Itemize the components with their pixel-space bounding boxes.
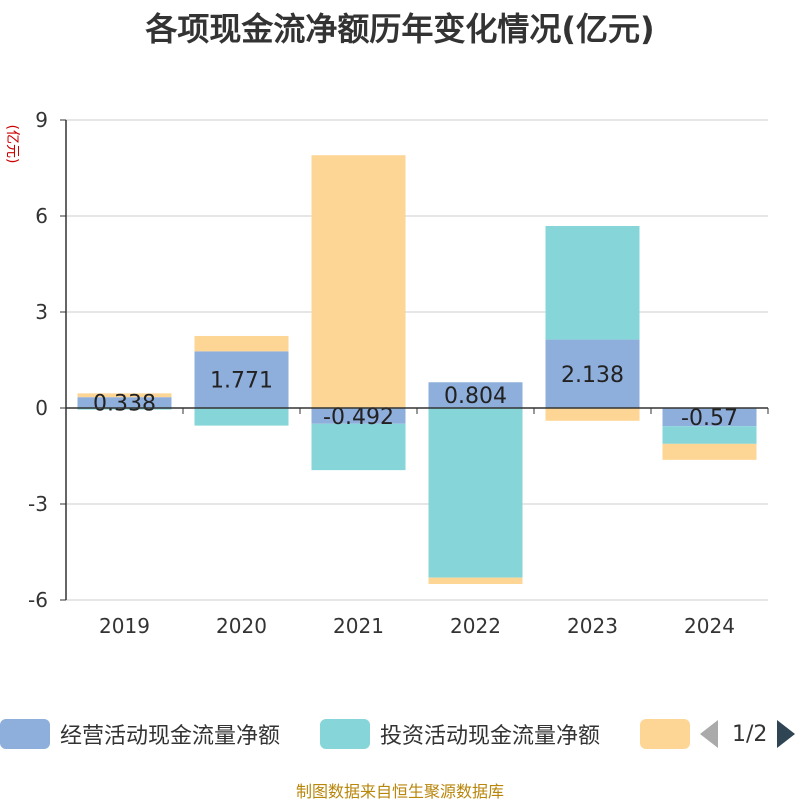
bar-segment	[194, 351, 289, 408]
bar-segment	[428, 577, 523, 584]
bar-segment	[428, 382, 523, 408]
data-label: 0.804	[444, 384, 507, 409]
legend-label-operating: 经营活动现金流量净额	[60, 724, 281, 749]
bar-segment	[77, 408, 172, 410]
y-tick-label: 0	[35, 396, 48, 420]
legend-item-investing[interactable]: 投资活动现金流量净额	[320, 712, 600, 756]
legend-page-indicator: 1/2	[732, 721, 768, 747]
data-label: 1.771	[210, 369, 273, 394]
data-source-footer: 制图数据来自恒生聚源数据库	[295, 782, 504, 801]
bar-segment	[194, 335, 289, 352]
legend-prev-arrow-icon[interactable]	[700, 720, 718, 748]
y-tick-label: 3	[35, 300, 48, 324]
bar-segment	[428, 408, 523, 578]
x-tick-label: 2020	[216, 614, 267, 638]
data-label: 2.138	[561, 363, 624, 388]
data-label: -0.492	[323, 405, 394, 430]
bar-segment	[662, 426, 757, 444]
stacked-bar-chart: -6 -3 0 3 6 9 (亿元) 0.338 2019 1.771 2020 -0.492 2021…	[4, 108, 769, 638]
x-tick-label: 2022	[450, 614, 501, 638]
y-tick-label: -3	[28, 492, 48, 516]
legend-label-investing: 投资活动现金流量净额	[380, 724, 601, 749]
y-tick-label: 6	[35, 204, 48, 228]
x-tick-label: 2019	[99, 614, 150, 638]
data-label: 0.338	[93, 392, 156, 417]
bar-segment	[545, 225, 640, 340]
bar-segment	[77, 393, 172, 398]
data-label: -0.57	[681, 406, 738, 431]
chart-title: 各项现金流净额历年变化情况(亿元)	[145, 10, 655, 48]
legend-swatch-financing	[640, 719, 690, 749]
bar-segment	[77, 397, 172, 408]
bar-segment	[662, 408, 757, 427]
bar-segment	[311, 408, 406, 424]
legend-pager: 1/2	[700, 712, 796, 756]
legend-item-financing[interactable]	[640, 712, 690, 756]
y-tick-label: -6	[28, 588, 48, 612]
y-tick-label: 9	[35, 108, 48, 132]
x-tick-label: 2021	[333, 614, 384, 638]
bar-segment	[311, 155, 406, 408]
chart-legend: 经营活动现金流量净额 投资活动现金流量净额 1/2	[0, 712, 800, 756]
legend-swatch-operating	[0, 719, 50, 749]
legend-item-operating[interactable]: 经营活动现金流量净额	[0, 712, 280, 756]
y-axis-unit: (亿元)	[4, 125, 20, 164]
x-tick-label: 2024	[684, 614, 735, 638]
bar-segment	[545, 408, 640, 421]
legend-next-arrow-icon[interactable]	[777, 720, 796, 748]
bar-segment	[545, 339, 640, 408]
bar-segment	[662, 443, 757, 460]
legend-swatch-investing	[320, 719, 370, 749]
x-tick-label: 2023	[567, 614, 618, 638]
bar-segment	[311, 423, 406, 471]
bar-segment	[194, 408, 289, 426]
